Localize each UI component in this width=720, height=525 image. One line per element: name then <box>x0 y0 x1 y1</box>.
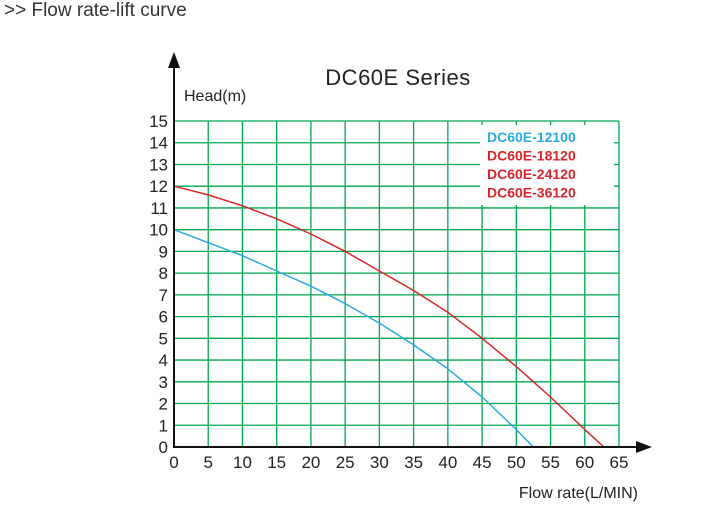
x-tick-label: 55 <box>541 453 560 472</box>
y-axis-arrow-icon <box>168 52 180 68</box>
y-tick-label: 0 <box>159 438 168 457</box>
x-tick-label: 20 <box>301 453 320 472</box>
x-tick-label: 30 <box>370 453 389 472</box>
y-tick-label: 4 <box>159 351 168 370</box>
legend-background <box>480 125 614 205</box>
y-tick-label: 5 <box>159 329 168 348</box>
x-tick-label: 10 <box>233 453 252 472</box>
x-axis-arrow-icon <box>636 441 652 453</box>
y-tick-label: 12 <box>149 177 168 196</box>
x-tick-label: 60 <box>575 453 594 472</box>
x-tick-label: 15 <box>267 453 286 472</box>
y-tick-label: 13 <box>149 155 168 174</box>
x-tick-label: 5 <box>203 453 212 472</box>
y-tick-label: 2 <box>159 395 168 414</box>
y-tick-label: 3 <box>159 373 168 392</box>
x-tick-label: 35 <box>404 453 423 472</box>
tick-labels: 0 5 10 15 20 25 30 35 40 45 50 55 60 6501234567891011… <box>149 112 628 472</box>
series-line-2 <box>173 185 605 448</box>
x-tick-label: 50 <box>507 453 526 472</box>
y-tick-label: 8 <box>159 264 168 283</box>
axes <box>168 52 652 453</box>
x-tick-label: 25 <box>336 453 355 472</box>
legend-entry: DC60E-24120 <box>487 166 576 182</box>
x-tick-label: 65 <box>610 453 629 472</box>
y-tick-label: 9 <box>159 242 168 261</box>
x-tick-label: 0 <box>169 453 178 472</box>
y-tick-label: 6 <box>159 308 168 327</box>
series-layer <box>173 185 605 448</box>
y-tick-label: 7 <box>159 286 168 305</box>
chart-title: DC60E Series <box>325 65 470 90</box>
x-axis-label: Flow rate(L/MIN) <box>519 485 638 502</box>
y-tick-label: 1 <box>159 416 168 435</box>
y-tick-label: 11 <box>150 199 168 218</box>
section-header: >> Flow rate-lift curve <box>4 0 187 21</box>
legend-entry: DC60E-36120 <box>487 185 576 201</box>
y-tick-label: 14 <box>149 134 168 153</box>
series-line-1 <box>173 228 534 448</box>
y-tick-label: 15 <box>149 112 168 131</box>
y-tick-label: 10 <box>149 221 168 240</box>
x-tick-label: 45 <box>473 453 492 472</box>
legend-entry: DC60E-12100 <box>487 129 576 145</box>
legend: DC60E-12100 DC60E-18120 DC60E-24120 DC60E-3… <box>480 125 614 205</box>
x-tick-label: 40 <box>438 453 457 472</box>
legend-entry: DC60E-18120 <box>487 148 576 164</box>
y-axis-label: Head(m) <box>184 88 246 105</box>
